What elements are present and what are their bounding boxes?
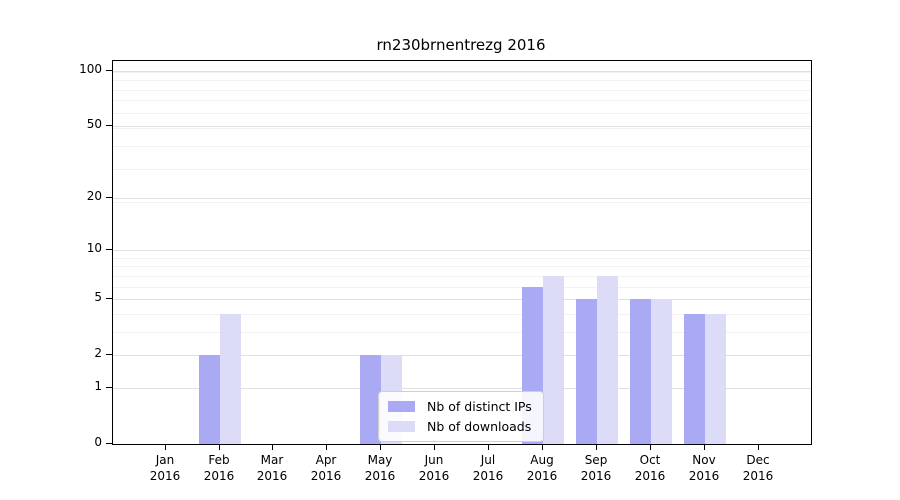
y-tick xyxy=(106,125,112,126)
x-tick-label-aug: Aug 2016 xyxy=(526,453,558,483)
legend-label-downloads: Nb of downloads xyxy=(427,419,532,434)
x-tick xyxy=(704,444,705,450)
y-tick xyxy=(106,70,112,71)
x-tick-label-jan: Jan 2016 xyxy=(149,453,181,483)
gridline-minor xyxy=(113,128,811,129)
x-tick xyxy=(488,444,489,450)
bar-distinct-ips-sep xyxy=(576,299,597,444)
gridline-minor xyxy=(113,287,811,288)
gridline-major xyxy=(113,198,811,199)
plot-area: Nb of distinct IPs Nb of downloads xyxy=(112,60,812,445)
legend-item-downloads: Nb of downloads xyxy=(388,419,532,434)
x-tick xyxy=(326,444,327,450)
x-tick-label-may: May 2016 xyxy=(364,453,396,483)
gridline-major xyxy=(113,355,811,356)
gridline-major xyxy=(113,126,811,127)
bar-downloads-feb xyxy=(220,313,241,444)
gridline-minor xyxy=(113,332,811,333)
bar-distinct-ips-nov xyxy=(684,313,705,444)
gridline-minor xyxy=(113,266,811,267)
y-tick xyxy=(106,354,112,355)
y-tick-label: 100 xyxy=(79,62,102,76)
x-tick-label-feb: Feb 2016 xyxy=(203,453,235,483)
y-tick-label: 2 xyxy=(94,346,102,360)
legend-item-distinct-ips: Nb of distinct IPs xyxy=(388,399,532,414)
x-tick xyxy=(380,444,381,450)
y-tick-label: 0 xyxy=(94,435,102,449)
x-tick-label-mar: Mar 2016 xyxy=(256,453,288,483)
x-tick xyxy=(542,444,543,450)
gridline-minor xyxy=(113,276,811,277)
y-tick xyxy=(106,249,112,250)
gridline-minor xyxy=(113,90,811,91)
x-tick-label-nov: Nov 2016 xyxy=(688,453,720,483)
gridline-minor xyxy=(113,169,811,170)
bar-distinct-ips-may xyxy=(360,355,381,444)
y-tick xyxy=(106,443,112,444)
y-tick-label: 5 xyxy=(94,290,102,304)
x-tick-label-oct: Oct 2016 xyxy=(634,453,666,483)
bar-distinct-ips-feb xyxy=(199,355,220,444)
bar-downloads-sep xyxy=(597,275,618,444)
gridline-major xyxy=(113,71,811,72)
y-tick xyxy=(106,387,112,388)
gridline-minor xyxy=(113,202,811,203)
gridline-minor xyxy=(113,258,811,259)
gridline-minor xyxy=(113,113,811,114)
y-tick-label: 50 xyxy=(86,117,102,131)
gridline-minor xyxy=(113,80,811,81)
gridline-major xyxy=(113,299,811,300)
x-tick xyxy=(165,444,166,450)
x-tick-label-jun: Jun 2016 xyxy=(418,453,450,483)
x-tick-label-sep: Sep 2016 xyxy=(580,453,612,483)
legend-label-distinct-ips: Nb of distinct IPs xyxy=(427,399,532,414)
x-tick-label-jul: Jul 2016 xyxy=(472,453,504,483)
x-tick xyxy=(219,444,220,450)
y-tick-label: 20 xyxy=(86,189,102,203)
y-tick xyxy=(106,298,112,299)
gridline-minor xyxy=(113,146,811,147)
gridline-minor xyxy=(113,72,811,73)
legend-swatch-distinct-ips-icon xyxy=(388,401,415,412)
y-tick xyxy=(106,197,112,198)
x-tick xyxy=(434,444,435,450)
bar-downloads-nov xyxy=(705,313,726,444)
bar-distinct-ips-oct xyxy=(630,299,651,444)
gridline-major xyxy=(113,388,811,389)
y-tick-label: 1 xyxy=(94,379,102,393)
chart-title: rn230brnentrezg 2016 xyxy=(376,36,546,54)
x-tick xyxy=(650,444,651,450)
x-tick xyxy=(272,444,273,450)
y-tick-label: 10 xyxy=(86,241,102,255)
gridline-major xyxy=(113,250,811,251)
gridline-minor xyxy=(113,100,811,101)
x-tick xyxy=(758,444,759,450)
legend: Nb of distinct IPs Nb of downloads xyxy=(378,391,544,442)
x-tick-label-dec: Dec 2016 xyxy=(742,453,774,483)
bar-downloads-oct xyxy=(651,299,672,444)
legend-swatch-downloads-icon xyxy=(388,421,415,432)
x-tick xyxy=(596,444,597,450)
bar-downloads-aug xyxy=(543,275,564,444)
gridline-minor xyxy=(113,314,811,315)
x-tick-label-apr: Apr 2016 xyxy=(310,453,342,483)
